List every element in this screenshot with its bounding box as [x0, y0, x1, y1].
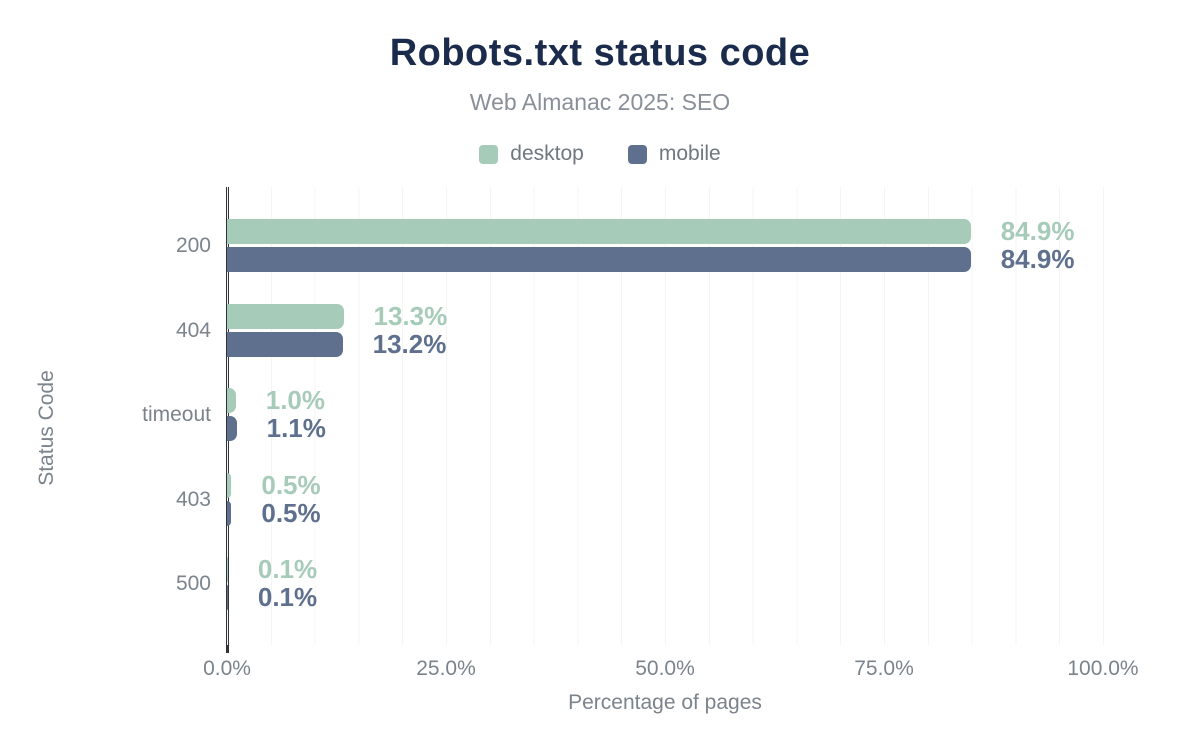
legend: desktop mobile [0, 142, 1200, 166]
value-label-mobile-404: 13.2% [372, 328, 447, 359]
y-tick-label: timeout [142, 403, 211, 427]
value-label-desktop-timeout: 1.0% [265, 385, 326, 416]
bar-mobile-500[interactable] [227, 585, 228, 611]
value-label-desktop-200: 84.9% [1000, 216, 1075, 246]
x-axis-title: Percentage of pages [568, 691, 762, 714]
bar-mobile-403[interactable] [227, 500, 232, 526]
bar-desktop-timeout[interactable] [227, 388, 236, 414]
x-tick-label: 25.0% [416, 657, 476, 680]
plot-area: 200 84.9% 84.9% 404 13.3% 13.2% timeout 1.0% 1.1… [142, 187, 1147, 680]
bar-mobile-timeout[interactable] [227, 416, 237, 442]
value-label-desktop-403: 0.5% [261, 469, 321, 500]
value-label-desktop-404: 13.3% [373, 300, 448, 331]
bar-row-404: 404 13.3% 13.2% [176, 300, 1147, 359]
bar-desktop-200[interactable] [227, 219, 971, 244]
x-tick-label: 0.0% [203, 657, 251, 680]
legend-label: desktop [510, 142, 584, 165]
chart-title: Robots.txt status code [389, 32, 811, 74]
y-tick-label: 403 [175, 487, 211, 511]
bar-mobile-200[interactable] [227, 247, 971, 272]
x-tick-label: 50.0% [635, 657, 695, 680]
x-tick-label: 75.0% [854, 657, 914, 680]
bar-mobile-404[interactable] [227, 331, 343, 357]
y-tick-label: 404 [175, 318, 211, 342]
bar-row-403: 403 0.5% 0.5% [176, 469, 1147, 528]
bar-row-500: 500 0.1% 0.1% [176, 554, 1147, 613]
legend-item-desktop[interactable]: desktop [479, 142, 584, 166]
legend-item-mobile[interactable]: mobile [627, 142, 721, 166]
legend-label: mobile [658, 142, 721, 165]
bar-desktop-403[interactable] [227, 472, 232, 498]
chart-subtitle: Web Almanac 2025: SEO [469, 89, 731, 115]
y-tick-label: 500 [175, 572, 211, 596]
legend-swatch-mobile [627, 144, 647, 164]
value-label-mobile-200: 84.9% [1000, 244, 1075, 274]
x-tick-label: 100.0% [1067, 657, 1139, 680]
value-label-desktop-500: 0.1% [257, 554, 318, 585]
value-label-mobile-timeout: 1.1% [266, 413, 326, 444]
bar-desktop-404[interactable] [227, 303, 344, 329]
bar-row-200: 200 84.9% 84.9% [176, 216, 1147, 274]
bar-desktop-500[interactable] [227, 557, 228, 583]
value-label-mobile-403: 0.5% [261, 497, 321, 528]
value-label-mobile-500: 0.1% [257, 582, 318, 613]
legend-swatch-desktop [479, 144, 499, 164]
bar-row-timeout: timeout 1.0% 1.1% [142, 385, 1147, 444]
y-tick-label: 200 [175, 234, 211, 257]
